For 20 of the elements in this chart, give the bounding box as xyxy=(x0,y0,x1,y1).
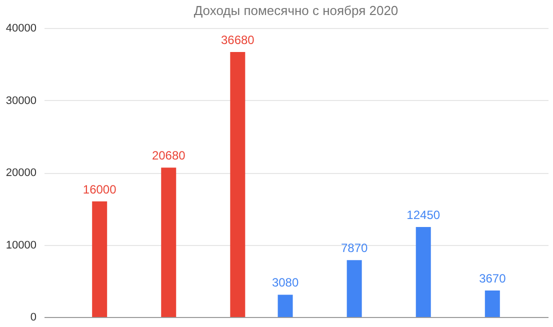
data-label: 3080 xyxy=(272,276,299,290)
bar xyxy=(161,168,176,317)
y-tick-label: 20000 xyxy=(6,167,36,179)
y-tick-label: 10000 xyxy=(6,239,36,252)
bar xyxy=(416,227,431,317)
bar xyxy=(92,201,108,317)
data-label: 20680 xyxy=(152,148,186,163)
data-label: 3670 xyxy=(479,271,506,286)
bar xyxy=(230,52,246,317)
bar xyxy=(278,294,293,317)
y-tick-label: 0 xyxy=(30,312,36,324)
data-label: 7870 xyxy=(340,241,368,256)
data-label: 16000 xyxy=(82,182,117,196)
y-tick-label: 30000 xyxy=(6,94,36,107)
data-label: 36680 xyxy=(220,32,255,47)
data-label: 12450 xyxy=(406,208,440,222)
y-tick-label: 40000 xyxy=(6,22,36,34)
chart-title: Доходы помесячно с ноября 2020 xyxy=(194,3,398,18)
bar xyxy=(346,260,362,317)
bar xyxy=(484,290,500,317)
